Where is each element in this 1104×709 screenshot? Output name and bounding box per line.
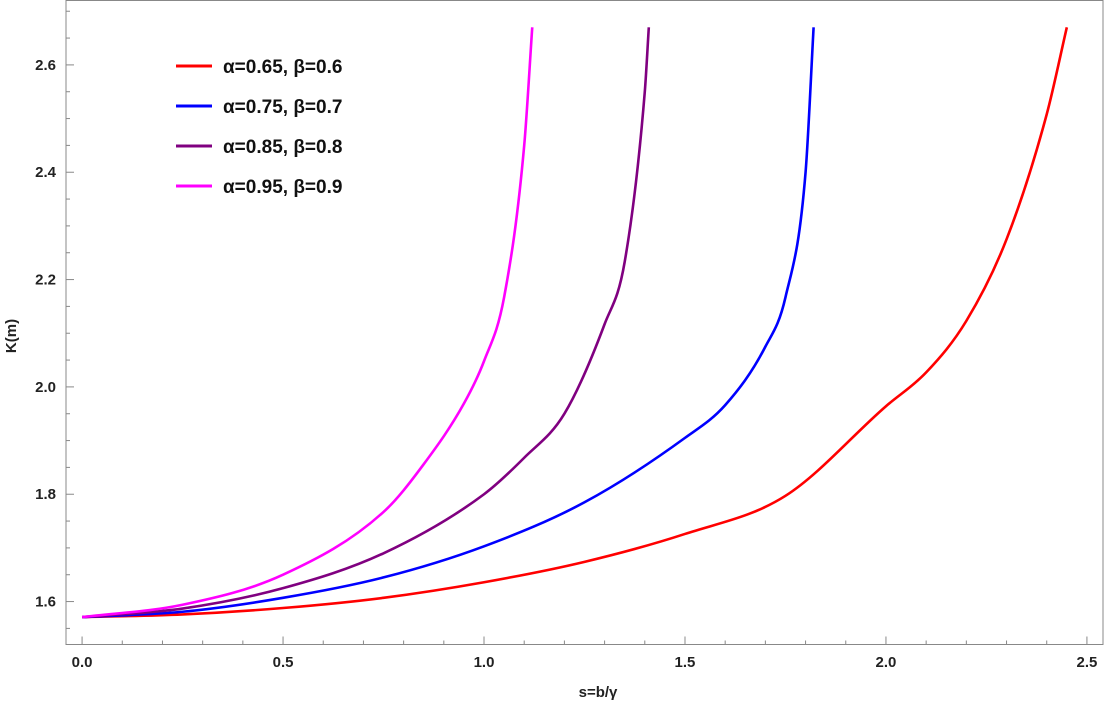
x-axis-ticks: 0.0 0.5 1.0 1.5 2.0 2.5: [72, 636, 1097, 671]
x-tick-label: 1.5: [675, 654, 696, 671]
legend-label-1: α=0.65, β=0.6: [223, 57, 342, 78]
x-tick-label: 2.5: [1076, 654, 1097, 671]
y-axis-ticks: 1.6 1.8 2.0 2.2 2.4 2.6: [35, 10, 74, 629]
series-line-4: [81, 27, 534, 619]
y-axis-title: K(m): [3, 319, 20, 353]
series-line-2: [82, 27, 815, 619]
x-axis-title: s=b/γ: [579, 684, 618, 701]
y-tick-label: 2.4: [35, 164, 57, 181]
y-tick-label: 1.8: [35, 486, 56, 503]
x-tick-label: 0.0: [72, 654, 93, 671]
x-tick-label: 2.0: [876, 654, 897, 671]
legend-label-3: α=0.85, β=0.8: [223, 137, 342, 158]
y-tick-label: 2.0: [35, 379, 56, 396]
series-lines: [81, 27, 1069, 619]
y-tick-label: 1.6: [35, 594, 56, 611]
x-tick-label: 0.5: [273, 654, 294, 671]
plot-frame: [65, 0, 1104, 645]
legend: α=0.65, β=0.6 α=0.75, β=0.7 α=0.85, β=0.8 α…: [176, 57, 342, 198]
legend-label-2: α=0.75, β=0.7: [223, 97, 342, 118]
x-tick-label: 1.0: [474, 654, 495, 671]
series-line-1: [82, 27, 1069, 619]
series-line-3: [81, 27, 651, 619]
y-tick-label: 2.2: [35, 272, 56, 289]
legend-label-4: α=0.95, β=0.9: [223, 177, 342, 198]
y-tick-label: 2.6: [35, 57, 56, 74]
